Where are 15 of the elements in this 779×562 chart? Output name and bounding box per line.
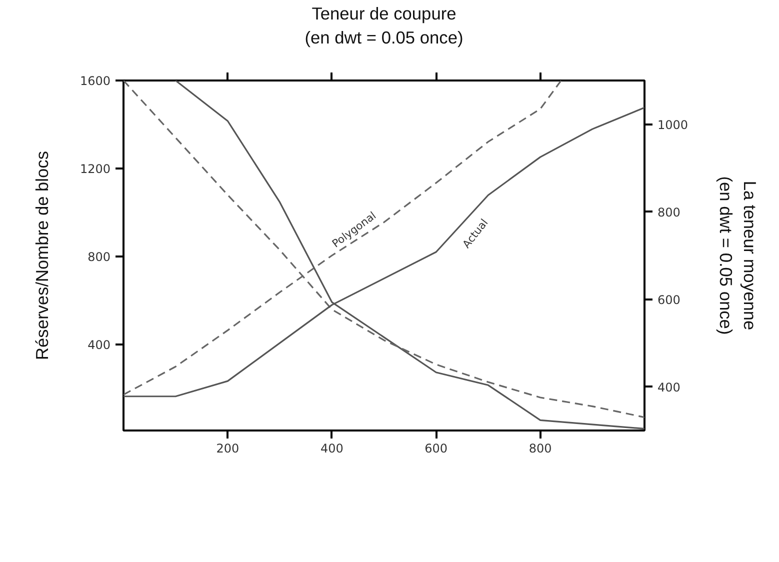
x-tick-label: 800 [528, 442, 552, 456]
y2-axis-title: La teneur moyenne (en dwt = 0.05 once) [716, 176, 760, 335]
x-tick-label: 200 [216, 442, 240, 456]
y-tick-label: 1200 [80, 162, 111, 176]
x-tick-label: 600 [424, 442, 448, 456]
y2-tick-label: 400 [658, 380, 680, 394]
y-axis-title: Réserves/Nombre de blocs [32, 150, 52, 360]
y2-tick-label: 600 [658, 292, 680, 307]
y2-tick-label: 1000 [658, 118, 688, 132]
y-tick-label: 800 [88, 250, 110, 264]
x-axis-title: Teneur de coupure (en dwt = 0.05 once) [304, 4, 464, 48]
y-tick-label: 400 [88, 338, 110, 352]
y-tick-label: 1600 [80, 74, 111, 88]
y2-tick-label: 800 [658, 205, 680, 220]
x-tick-label: 400 [320, 442, 344, 456]
